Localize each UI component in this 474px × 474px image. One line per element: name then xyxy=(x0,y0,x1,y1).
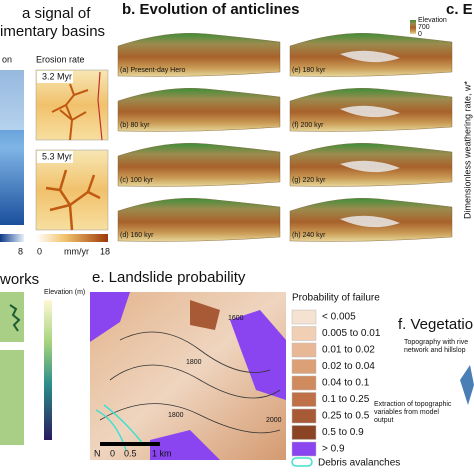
terrain-strip xyxy=(117,33,281,77)
channels xyxy=(45,169,101,231)
note: Topography with rive xyxy=(404,339,468,346)
contour-label: 2000 xyxy=(266,417,282,424)
legend-label: 0 xyxy=(418,31,422,38)
strip-label: (e) 180 kyr xyxy=(292,67,326,74)
scale-label: 0 xyxy=(110,448,115,458)
panel-c: c. E Dimensionless weathering rate, w* xyxy=(446,1,473,219)
panel-d: works Elevation (m) xyxy=(0,271,85,445)
legend-label: 0.1 to 0.25 xyxy=(322,394,370,405)
map xyxy=(0,350,24,445)
strip-label: (f) 200 kyr xyxy=(292,122,324,129)
note: network and hillslop xyxy=(404,347,466,354)
valley xyxy=(340,160,400,173)
legend-swatch xyxy=(291,342,317,358)
legend-label: 700 xyxy=(418,24,430,31)
panel-a: a signal of imentary basins on Erosion r… xyxy=(0,5,110,256)
legend-label: 0.02 to 0.04 xyxy=(322,361,375,372)
legend-swatch xyxy=(291,392,317,407)
legend-swatch xyxy=(291,408,317,424)
network xyxy=(9,304,21,332)
terrain-strip xyxy=(117,88,281,132)
high-prob-area xyxy=(230,310,286,400)
caption: Erosion rate xyxy=(36,54,85,64)
stage-box xyxy=(37,151,73,163)
channels xyxy=(51,83,89,141)
north: N xyxy=(94,448,101,458)
panel-title: f. Vegetatio xyxy=(398,316,473,333)
colorbar xyxy=(44,300,52,440)
legend-label: > 0.9 xyxy=(322,444,345,455)
legend-label: 0.04 to 0.1 xyxy=(322,378,370,389)
strip-label: (b) 80 kyr xyxy=(120,122,150,129)
strip-label: (a) Present-day Hero xyxy=(120,67,185,74)
stage-box xyxy=(37,71,73,83)
scale-label: 0.5 xyxy=(124,448,137,458)
note: Extraction of topographic xyxy=(374,401,452,408)
scale-label: 8 xyxy=(18,246,23,256)
legend-label: < 0.005 xyxy=(322,312,356,323)
panel-title: c. E xyxy=(446,1,473,18)
title-line: a signal of xyxy=(22,5,91,22)
terrain-strip xyxy=(117,198,281,242)
strip-label: (g) 220 kyr xyxy=(292,177,326,184)
3d-surface xyxy=(460,365,474,405)
legend-label: 0.01 to 0.02 xyxy=(322,345,375,356)
legend-swatch xyxy=(291,457,313,467)
valley xyxy=(340,50,400,63)
scale-label: mm/yr xyxy=(64,246,89,256)
strip-label: (c) 100 kyr xyxy=(120,177,154,184)
note: output xyxy=(374,417,394,424)
boundary xyxy=(97,71,103,141)
high-prob-area xyxy=(90,292,130,342)
scale-label: 18 xyxy=(100,246,110,256)
strip-label: (h) 240 kyr xyxy=(292,232,326,239)
contour-label: 1800 xyxy=(186,359,202,366)
stage-label: 5.3 Myr xyxy=(42,151,72,161)
legend-swatch xyxy=(291,375,317,391)
legend-swatch xyxy=(291,326,317,341)
colorbar-label: Elevation (m) xyxy=(44,289,85,296)
valley xyxy=(340,215,400,228)
stage-label: 3.2 Myr xyxy=(42,71,72,81)
note: variables from model xyxy=(374,409,439,416)
panel-title: b. Evolution of anticlines xyxy=(122,1,300,18)
title-line: imentary basins xyxy=(0,23,105,40)
legend-swatch xyxy=(291,309,317,325)
prob-area xyxy=(190,300,220,330)
legend-title: Probability of failure xyxy=(292,293,380,304)
legend-bar xyxy=(410,20,416,34)
terrain-strip xyxy=(117,143,281,187)
legend-swatch xyxy=(291,425,317,440)
scale-label: 0 xyxy=(37,246,42,256)
scale-bar xyxy=(100,442,160,446)
legend-label: 0.5 to 0.9 xyxy=(322,427,364,438)
strip-label: (d) 160 kyr xyxy=(120,232,154,239)
contour-label: 1800 xyxy=(168,412,184,419)
legend-swatch xyxy=(291,359,317,374)
map xyxy=(0,292,24,342)
legend-label: 0.005 to 0.01 xyxy=(322,328,381,339)
legend-swatch xyxy=(291,441,317,457)
contour xyxy=(99,331,281,434)
legend-label: Debris avalanches xyxy=(318,458,400,469)
legend-label: 0.25 to 0.5 xyxy=(322,411,370,422)
legend-title: Elevation xyxy=(418,17,447,24)
contour-label: 1600 xyxy=(228,315,244,322)
colorbar xyxy=(36,234,108,242)
valley xyxy=(340,105,400,118)
map xyxy=(0,70,24,130)
panel-f: f. Vegetatio Topography with rive networ… xyxy=(374,316,474,424)
panel-title: e. Landslide probability xyxy=(92,269,246,286)
panel-e: e. Landslide probability 1800 2000 1600 … xyxy=(90,269,400,469)
high-prob-area xyxy=(150,430,220,460)
axis-label: Dimensionless weathering rate, w* xyxy=(462,80,472,219)
scale-label: 1 km xyxy=(152,448,172,458)
panel-b: b. Evolution of anticlines Elevation 700… xyxy=(117,1,453,242)
colorbar xyxy=(0,234,24,242)
caption: on xyxy=(2,54,12,64)
panel-title: works xyxy=(0,271,39,288)
